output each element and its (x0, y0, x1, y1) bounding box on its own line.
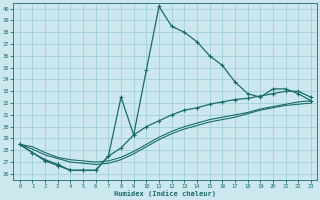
X-axis label: Humidex (Indice chaleur): Humidex (Indice chaleur) (114, 190, 216, 197)
